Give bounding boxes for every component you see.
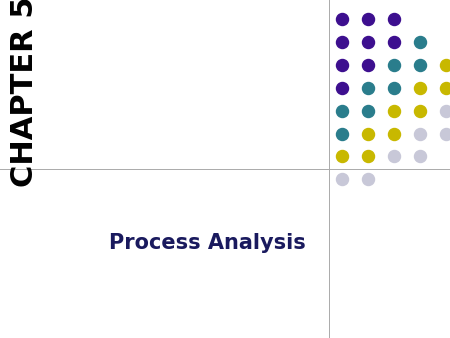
Point (338, 154, 346, 159)
Point (443, 108, 450, 113)
Point (443, 85, 450, 90)
Point (417, 39, 424, 44)
Point (391, 108, 398, 113)
Point (391, 62, 398, 67)
Point (391, 39, 398, 44)
Point (338, 108, 346, 113)
Point (338, 85, 346, 90)
Point (364, 85, 372, 90)
Point (417, 85, 424, 90)
Point (417, 154, 424, 159)
Point (364, 154, 372, 159)
Point (417, 131, 424, 136)
Point (338, 62, 346, 67)
Point (391, 131, 398, 136)
Point (338, 39, 346, 44)
Point (417, 108, 424, 113)
Point (417, 62, 424, 67)
Point (364, 177, 372, 182)
Point (338, 131, 346, 136)
Text: Process Analysis: Process Analysis (108, 233, 306, 254)
Text: CHAPTER 5: CHAPTER 5 (10, 0, 39, 187)
Point (364, 39, 372, 44)
Point (443, 131, 450, 136)
Point (391, 85, 398, 90)
Point (364, 131, 372, 136)
Point (338, 16, 346, 21)
Point (364, 16, 372, 21)
Point (391, 154, 398, 159)
Point (338, 177, 346, 182)
Point (391, 16, 398, 21)
Point (364, 62, 372, 67)
Point (364, 108, 372, 113)
Point (443, 62, 450, 67)
